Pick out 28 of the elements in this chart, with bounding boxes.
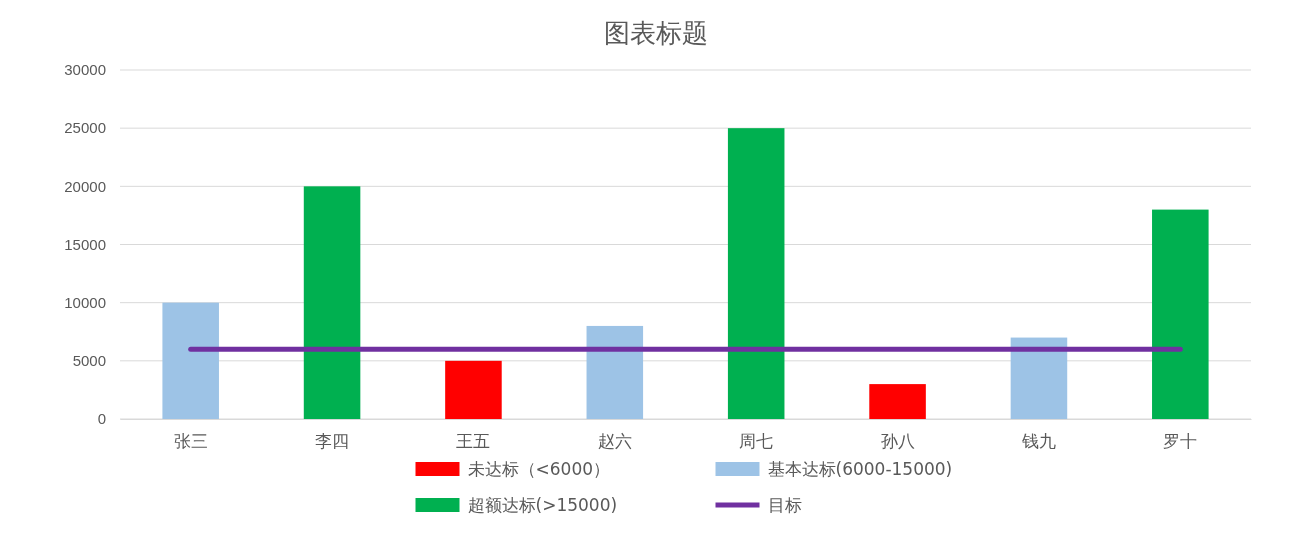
y-tick-label: 5000 <box>72 352 106 370</box>
x-tick-label: 王五 <box>456 432 491 452</box>
y-tick-label: 0 <box>97 410 106 428</box>
bar <box>869 384 926 419</box>
x-tick-label: 钱九 <box>1020 432 1056 452</box>
bar <box>1010 337 1068 419</box>
bar <box>727 128 785 419</box>
x-tick-label: 罗十 <box>1163 432 1198 452</box>
y-tick-label: 15000 <box>64 235 106 253</box>
chart-title: 图表标题 <box>603 18 708 48</box>
y-tick-label: 10000 <box>64 293 106 311</box>
legend-label: 超额达标(>15000) <box>467 495 618 515</box>
x-tick-label: 赵六 <box>597 432 632 452</box>
legend-label: 未达标（<6000） <box>467 459 611 479</box>
bar <box>445 360 502 419</box>
legend-label: 目标 <box>767 495 802 515</box>
y-tick-label: 25000 <box>64 119 106 137</box>
bar <box>303 186 361 419</box>
x-tick-label: 李四 <box>315 432 350 452</box>
x-tick-label: 周七 <box>739 432 774 452</box>
bar <box>586 325 644 419</box>
x-tick-label: 孙八 <box>880 432 915 452</box>
legend-label: 基本达标(6000-15000) <box>767 459 953 479</box>
y-tick-label: 30000 <box>64 61 106 79</box>
y-tick-label: 20000 <box>64 177 106 195</box>
bar <box>1152 209 1209 419</box>
x-tick-label: 张三 <box>173 432 208 452</box>
bar <box>162 302 219 419</box>
